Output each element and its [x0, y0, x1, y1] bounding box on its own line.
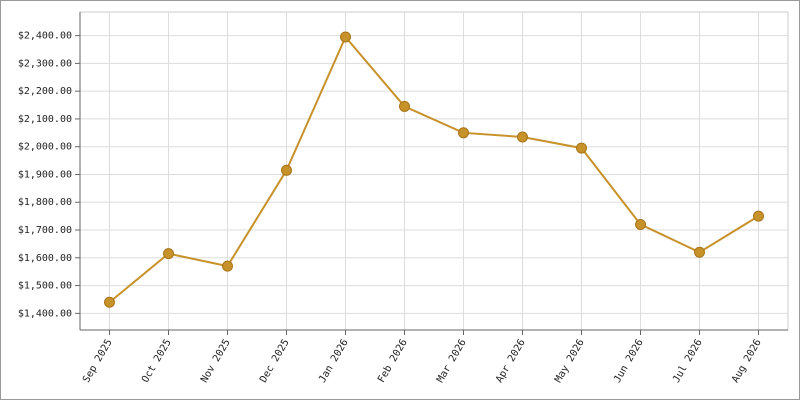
point — [694, 246, 705, 258]
series-line — [108, 35, 760, 303]
y-tick-label: $1,600.00 — [18, 253, 72, 264]
marks — [104, 31, 764, 308]
y-tick-label: $2,300.00 — [18, 58, 72, 69]
point — [281, 164, 292, 176]
y-tick-label: $1,800.00 — [18, 197, 72, 208]
point — [222, 260, 233, 272]
y-tick-label: $1,500.00 — [18, 281, 72, 292]
point — [458, 127, 469, 139]
y-tick-label: $2,200.00 — [18, 86, 72, 97]
point — [163, 248, 174, 260]
y-tick-label: $1,400.00 — [18, 308, 72, 319]
grid — [79, 11, 789, 331]
y-tick-label: $2,100.00 — [18, 114, 72, 125]
y-tick-label: $1,900.00 — [18, 169, 72, 180]
point — [576, 142, 587, 154]
point — [753, 210, 764, 222]
point — [340, 31, 351, 43]
point — [104, 296, 115, 308]
point — [517, 131, 528, 143]
y-tick-label: $2,000.00 — [18, 142, 72, 153]
point — [399, 100, 410, 112]
y-tick-label: $1,700.00 — [18, 225, 72, 236]
y-tick-label: $2,400.00 — [18, 31, 72, 42]
point — [635, 218, 646, 230]
